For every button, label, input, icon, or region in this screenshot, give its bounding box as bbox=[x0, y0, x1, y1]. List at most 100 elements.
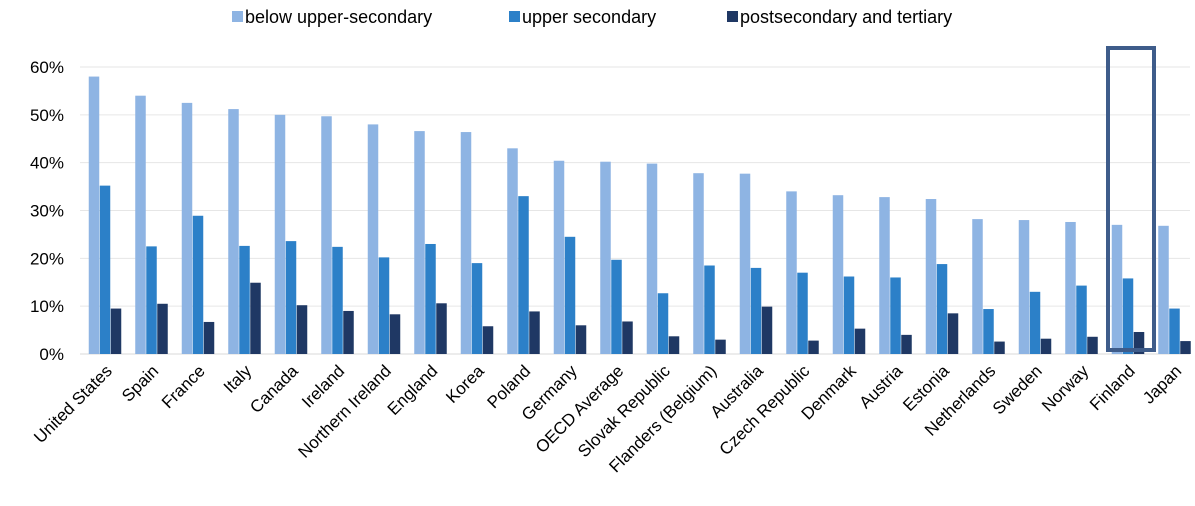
bar bbox=[901, 334, 912, 354]
legend-swatch bbox=[509, 11, 520, 22]
bar bbox=[994, 341, 1005, 354]
bar bbox=[693, 173, 704, 354]
bar bbox=[1076, 285, 1087, 354]
bar bbox=[482, 326, 494, 354]
x-tick-label: England bbox=[384, 361, 442, 419]
y-tick-label: 10% bbox=[30, 297, 64, 316]
x-tick-label: Canada bbox=[246, 361, 302, 417]
bar bbox=[622, 321, 633, 354]
bar bbox=[228, 109, 239, 355]
x-tick-label: France bbox=[158, 361, 209, 412]
bar bbox=[518, 196, 529, 354]
bar bbox=[832, 195, 844, 354]
legend-label: below upper-secondary bbox=[245, 7, 432, 27]
bar bbox=[1122, 278, 1134, 354]
bar bbox=[367, 124, 379, 355]
bar bbox=[1180, 341, 1191, 354]
bar bbox=[936, 264, 948, 354]
bar bbox=[854, 328, 866, 354]
bar bbox=[471, 263, 483, 354]
x-tick-label: Sweden bbox=[989, 361, 1046, 418]
legend-label: postsecondary and tertiary bbox=[740, 7, 952, 27]
bar bbox=[88, 76, 100, 355]
y-tick-label: 0% bbox=[39, 345, 64, 364]
highlight-box bbox=[1106, 46, 1156, 352]
x-tick-label: Norway bbox=[1038, 361, 1093, 416]
bar bbox=[797, 272, 808, 354]
bar bbox=[983, 309, 994, 354]
bar bbox=[507, 148, 518, 354]
bar bbox=[203, 321, 215, 354]
legend-label: upper secondary bbox=[522, 7, 656, 27]
bar bbox=[389, 314, 401, 354]
bar bbox=[460, 132, 472, 354]
bar bbox=[1087, 336, 1098, 354]
bar bbox=[761, 306, 773, 354]
bar bbox=[739, 173, 751, 354]
bar bbox=[879, 197, 890, 354]
bar bbox=[1018, 220, 1030, 354]
y-tick-label: 30% bbox=[30, 202, 64, 221]
bar bbox=[1065, 221, 1076, 354]
bar bbox=[378, 257, 390, 354]
bar bbox=[1029, 291, 1041, 354]
y-tick-label: 50% bbox=[30, 106, 64, 125]
bar bbox=[157, 303, 168, 354]
bar bbox=[553, 160, 565, 354]
x-tick-label: Austria bbox=[855, 361, 906, 412]
bar bbox=[611, 259, 622, 354]
bar bbox=[274, 114, 286, 354]
legend-swatch bbox=[727, 11, 738, 22]
bar bbox=[564, 236, 576, 354]
bar bbox=[192, 215, 204, 354]
bar bbox=[135, 95, 146, 354]
bars bbox=[88, 76, 1191, 355]
bar bbox=[146, 246, 157, 354]
x-tick-label: United States bbox=[30, 361, 116, 447]
bar bbox=[99, 185, 111, 354]
bar bbox=[321, 116, 332, 354]
bar bbox=[1040, 338, 1052, 354]
bar bbox=[715, 339, 726, 354]
bar bbox=[925, 199, 937, 354]
y-axis: 0% 10% 20% 30% 40% 50% 60% bbox=[30, 58, 64, 364]
bar bbox=[332, 246, 343, 354]
bar bbox=[1133, 331, 1145, 354]
bar bbox=[947, 313, 959, 354]
bar bbox=[250, 282, 261, 354]
bar bbox=[343, 310, 354, 354]
x-tick-label: Finland bbox=[1086, 361, 1139, 414]
bar bbox=[296, 305, 308, 354]
bar bbox=[575, 325, 587, 354]
bar bbox=[181, 102, 193, 354]
bar bbox=[239, 245, 250, 354]
x-tick-label: Spain bbox=[118, 361, 162, 405]
bar bbox=[529, 311, 540, 354]
bar bbox=[668, 336, 680, 354]
bar bbox=[414, 131, 425, 354]
bar bbox=[425, 243, 436, 354]
bar bbox=[600, 161, 611, 354]
bar bbox=[110, 308, 122, 354]
bar bbox=[843, 276, 855, 354]
x-tick-label: Korea bbox=[442, 361, 488, 407]
x-tick-label: Japan bbox=[1139, 361, 1185, 407]
legend: below upper-secondary upper secondary post… bbox=[232, 7, 952, 27]
y-tick-label: 20% bbox=[30, 249, 64, 268]
bar bbox=[285, 241, 297, 354]
bar bbox=[1158, 225, 1169, 354]
bar bbox=[972, 219, 983, 354]
bar bbox=[890, 277, 901, 354]
x-tick-label: Italy bbox=[220, 361, 256, 397]
bar bbox=[646, 163, 658, 354]
bar bbox=[750, 267, 762, 354]
highlight-group bbox=[1106, 46, 1156, 352]
y-tick-label: 40% bbox=[30, 154, 64, 173]
bar bbox=[657, 293, 669, 354]
gridlines bbox=[80, 66, 1190, 355]
bar bbox=[1169, 308, 1180, 354]
bar bbox=[1111, 224, 1123, 354]
bar bbox=[436, 303, 447, 354]
